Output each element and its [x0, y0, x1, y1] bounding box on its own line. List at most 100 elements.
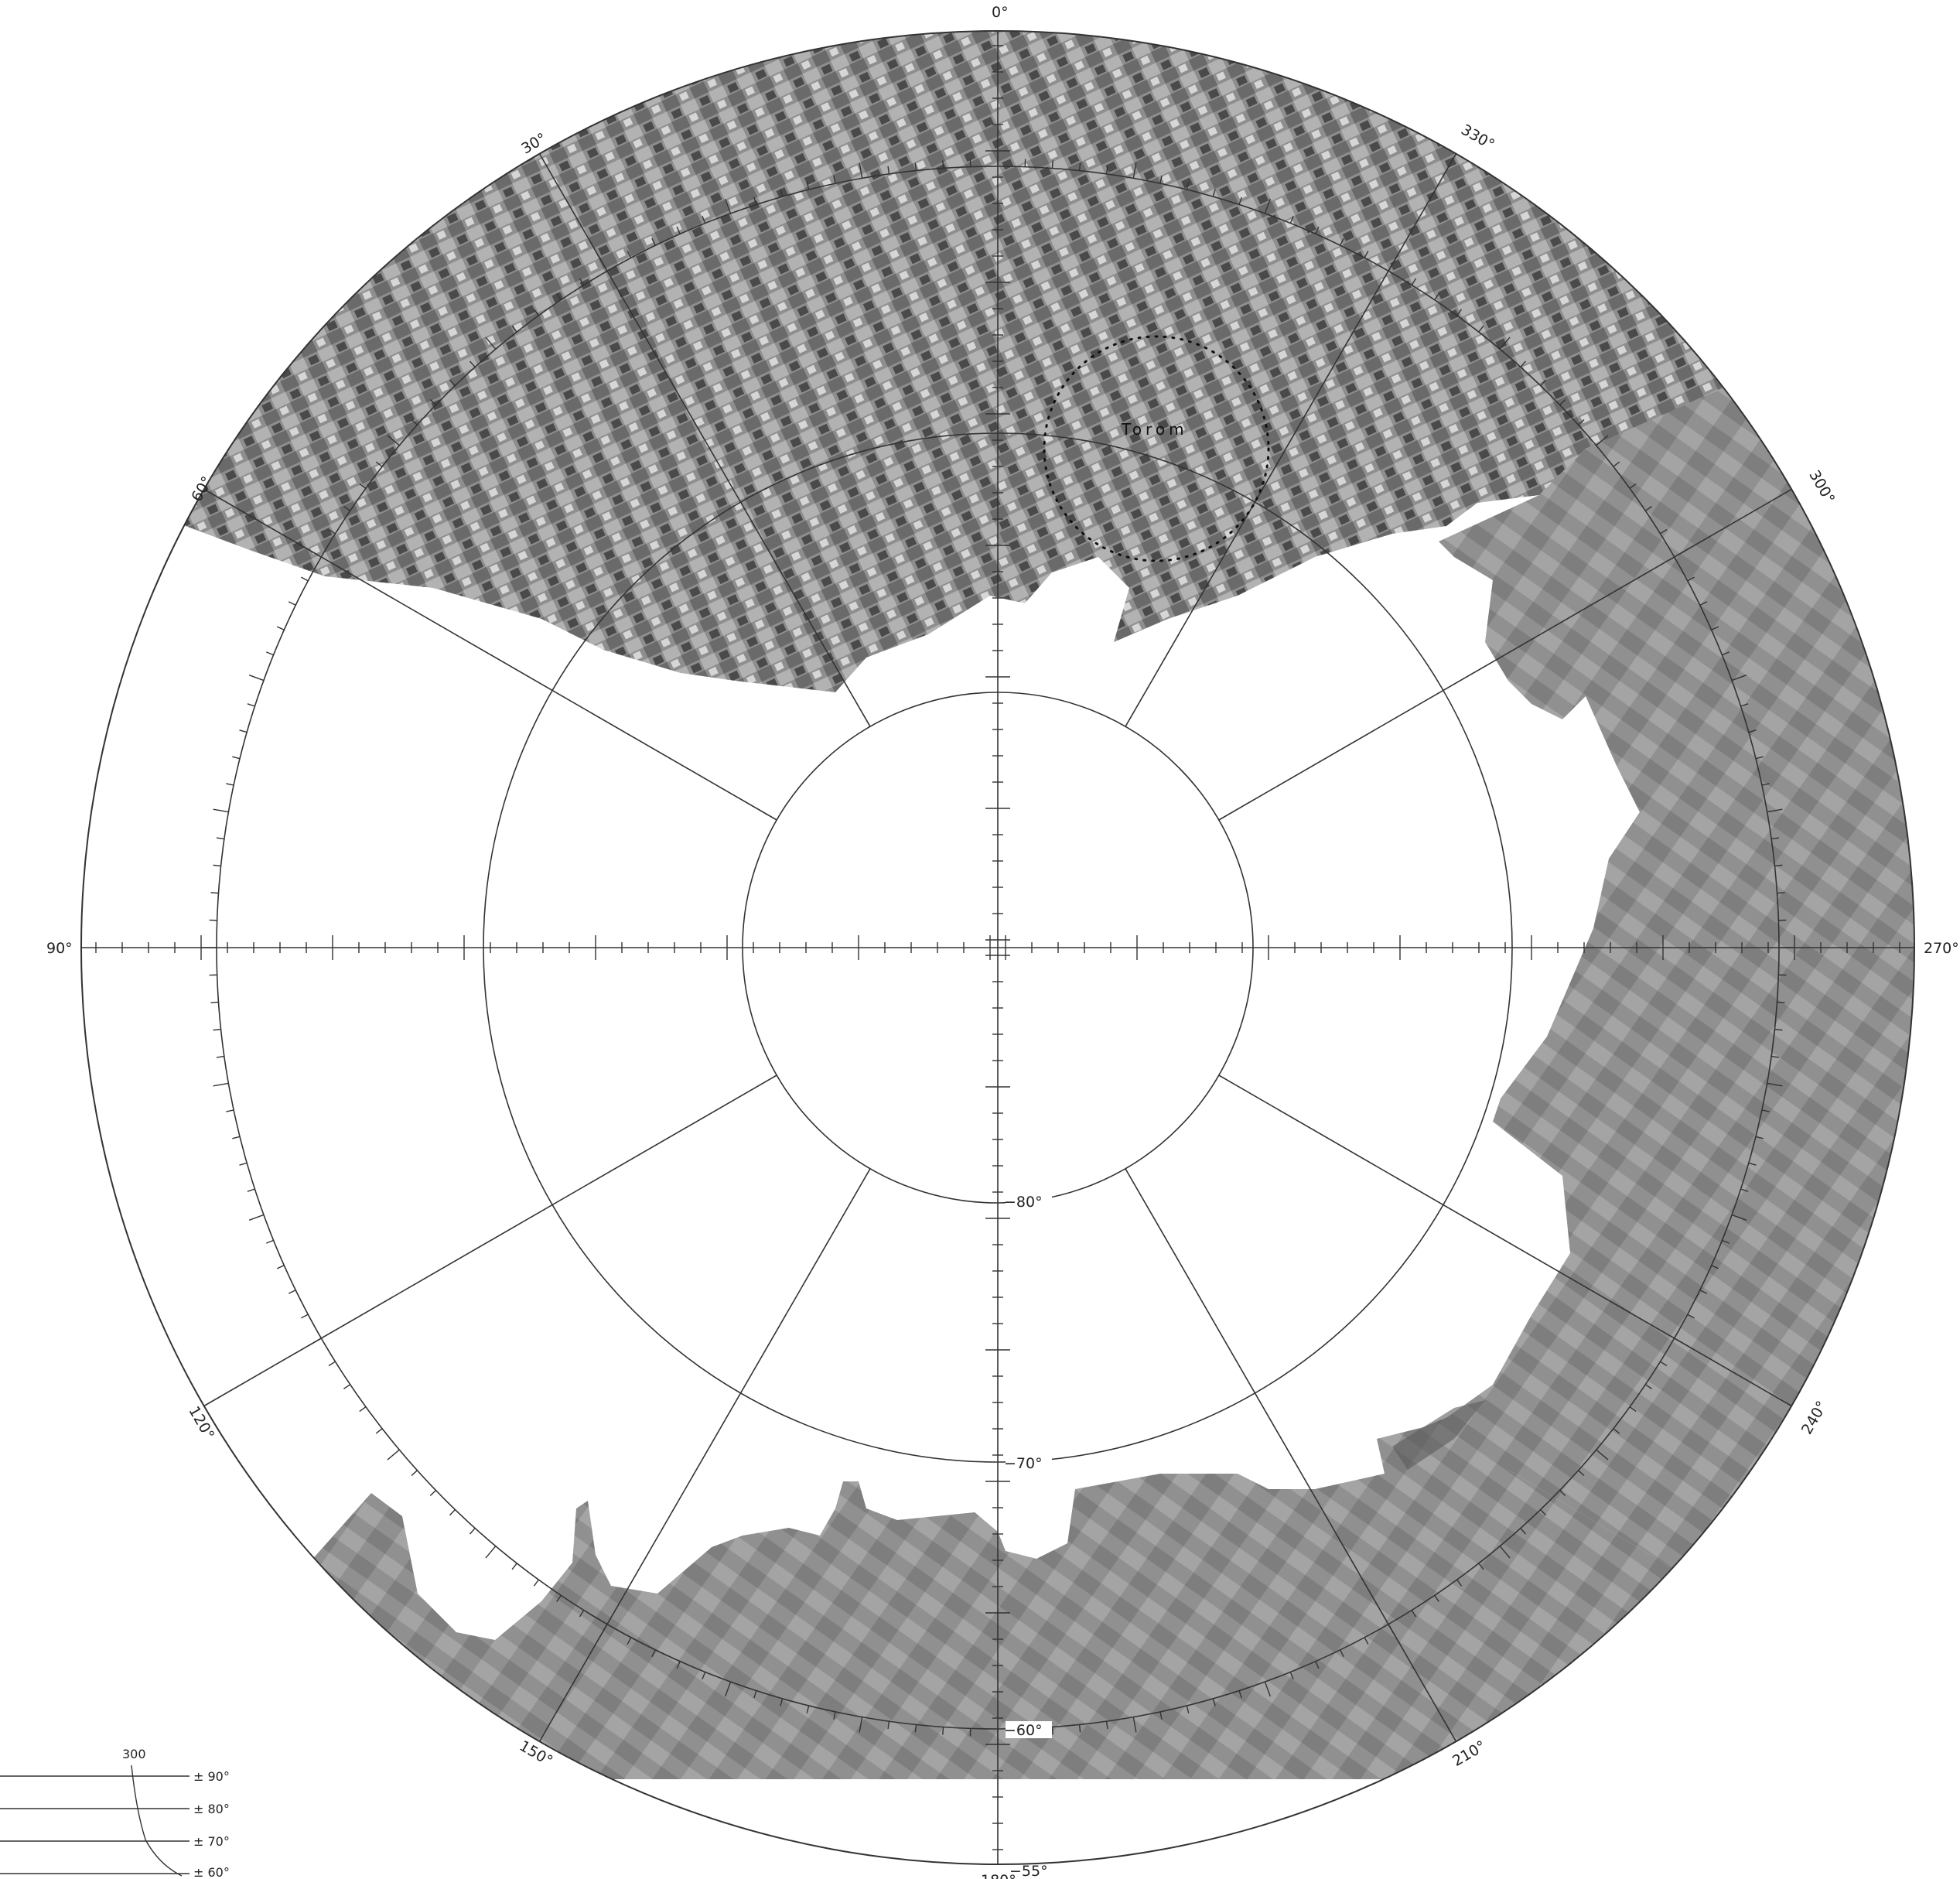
parallel-tick — [1238, 1690, 1242, 1699]
parallel-tick — [1687, 1314, 1695, 1319]
parallel-tick — [469, 360, 476, 367]
parallel-tick — [343, 506, 351, 511]
parallel-tick — [226, 1109, 234, 1112]
meridian-line — [538, 1168, 871, 1742]
lon-label-180: 180° — [981, 1872, 1016, 1879]
parallel-tick — [887, 1721, 890, 1730]
parallel-tick — [599, 1624, 608, 1638]
parallel-tick — [359, 1406, 367, 1413]
parallel-tick — [226, 783, 234, 786]
parallel-tick — [288, 601, 296, 606]
parallel-tick — [887, 166, 890, 174]
parallel-tick — [1456, 309, 1463, 316]
parallel-tick — [1777, 1001, 1785, 1003]
parallel-tick — [627, 1637, 632, 1645]
parallel-tick — [1478, 325, 1484, 333]
parallel-tick — [1755, 1136, 1764, 1139]
parallel-tick — [1748, 729, 1757, 733]
parallel-tick — [806, 1705, 810, 1713]
parallel-tick — [1340, 237, 1344, 246]
parallel-tick — [1613, 1428, 1620, 1434]
parallel-tick — [1186, 1705, 1190, 1713]
meridian-line — [203, 1074, 777, 1407]
parallel-tick — [1540, 1509, 1547, 1516]
parallel-tick — [1755, 756, 1764, 760]
parallel-tick — [232, 756, 241, 760]
parallel-tick — [1699, 601, 1708, 606]
parallel-tick — [210, 1001, 219, 1003]
parallel-tick — [1388, 257, 1397, 272]
terrain-south — [232, 1408, 1779, 1779]
parallel-tick — [232, 1136, 241, 1139]
meridian-line — [1218, 488, 1792, 821]
parallel-tick — [1132, 162, 1137, 179]
parallel-tick — [429, 398, 436, 405]
parallel-tick — [1559, 1490, 1566, 1497]
parallel-tick — [213, 864, 221, 867]
parallel-tick — [780, 189, 784, 197]
parallel-tick — [1520, 1528, 1527, 1535]
parallel-tick — [1051, 160, 1053, 169]
torom-crater-outline — [1043, 335, 1270, 562]
key-entry-90: ± 90° — [193, 1769, 230, 1784]
latitude-labels: −80° −70° −60° −55° — [1004, 1191, 1052, 1879]
parallel-tick — [307, 548, 322, 558]
parallel-tick — [1078, 1724, 1081, 1733]
parallel-tick — [1264, 1681, 1271, 1697]
parallel-tick — [1289, 216, 1294, 224]
parallel-tick — [753, 1690, 757, 1699]
parallel-tick — [485, 1546, 497, 1559]
parallel-tick — [469, 1528, 476, 1535]
parallel-tick — [556, 1594, 562, 1603]
parallel-tick — [1767, 808, 1783, 813]
parallel-tick — [288, 1290, 296, 1294]
parallel-tick — [1340, 1649, 1344, 1658]
parallel-tick — [328, 528, 336, 535]
parallel-tick — [247, 703, 255, 707]
meridian-line — [203, 488, 777, 821]
parallel-tick — [248, 675, 265, 682]
parallel-tick — [239, 1162, 248, 1166]
parallel-tick — [1629, 483, 1637, 489]
parallel-tick — [533, 309, 539, 316]
parallel-tick — [301, 1314, 309, 1319]
parallel-tick — [702, 216, 706, 224]
parallel-tick — [780, 1698, 784, 1706]
parallel-tick — [1761, 783, 1770, 786]
parallel-tick — [1456, 1579, 1463, 1587]
parallel-tick — [914, 1724, 917, 1733]
parallel-tick — [449, 1509, 456, 1516]
parallel-tick — [1699, 1290, 1708, 1294]
parallel-tick — [1578, 419, 1585, 425]
parallel-tick — [213, 1082, 229, 1087]
parallel-tick — [1478, 1563, 1484, 1570]
parallel-tick — [859, 1717, 863, 1733]
parallel-tick — [248, 1214, 265, 1221]
key-curve — [131, 1765, 183, 1877]
parallel-tick — [1364, 251, 1369, 258]
parallel-tick — [375, 461, 383, 467]
parallel-tick — [343, 1384, 351, 1389]
parallel-tick — [533, 1579, 539, 1587]
parallel-tick — [449, 379, 456, 386]
parallel-tick — [1434, 292, 1439, 301]
parallel-tick — [1660, 528, 1668, 535]
parallel-tick — [216, 837, 224, 840]
map-key: 300 ± 90° ± 80° ± 70° ± 60° — [0, 1747, 230, 1879]
parallel-tick — [485, 337, 497, 350]
lon-label-0: 0° — [992, 4, 1009, 21]
parallel-tick — [1388, 1624, 1397, 1638]
parallel-tick — [1159, 1711, 1163, 1720]
parallel-tick — [301, 576, 309, 582]
parallel-tick — [1613, 461, 1620, 467]
parallel-tick — [1596, 1449, 1609, 1460]
key-entry-70: ± 70° — [193, 1834, 230, 1849]
parallel-tick — [1748, 1162, 1757, 1166]
lat-label-60: −60° — [1004, 1722, 1043, 1739]
key-entry-60: ± 60° — [193, 1865, 230, 1879]
parallel-tick — [1578, 1470, 1585, 1477]
parallel-tick — [1687, 576, 1695, 582]
parallel-tick — [627, 251, 632, 258]
parallel-tick — [1731, 675, 1747, 682]
parallel-tick — [1212, 189, 1216, 197]
